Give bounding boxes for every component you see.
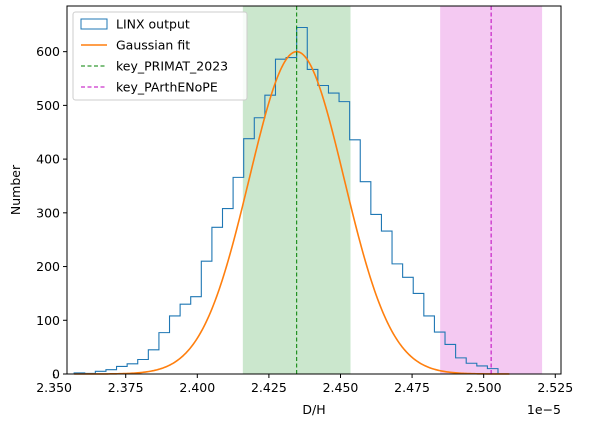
x-tick-label: 2.375 (108, 380, 144, 395)
legend-label: LINX output (116, 17, 190, 32)
y-axis: 0 100 200 300 400 500 600 (36, 44, 67, 382)
legend-box (72, 11, 248, 101)
x-axis-offset-label: 1e−5 (527, 402, 561, 417)
legend-label: Gaussian fit (116, 38, 190, 53)
y-tick-label: 600 (36, 44, 60, 59)
gaussian-fit-curve (74, 50, 510, 375)
y-tick-label: 100 (36, 313, 60, 328)
y-axis-label: Number (8, 164, 23, 215)
x-tick-label: 2.475 (394, 380, 430, 395)
x-axis: 2.350 2.375 2.400 2.425 2.450 2.475 2.500 2.525 (36, 374, 573, 395)
reference-lines-layer (296, 6, 492, 374)
y-tick-label: 400 (36, 152, 60, 167)
legend-label: key_PArthENoPE (116, 80, 218, 95)
x-tick-label: 2.525 (537, 380, 573, 395)
x-axis-label: D/H (302, 402, 325, 417)
plot-frame (66, 5, 562, 375)
x-tick-label: 2.400 (179, 380, 215, 395)
y-tick-label: 300 (36, 205, 60, 220)
legend: LINX output Gaussian fit key_PRIMAT_2023ke… (72, 11, 248, 101)
gaussian-fit-layer (74, 50, 510, 375)
y-tick-label: 200 (36, 259, 60, 274)
y-tick-label: 0 (52, 367, 60, 382)
x-tick-label: 2.425 (251, 380, 287, 395)
x-tick-label: 2.450 (323, 380, 359, 395)
y-tick-label: 500 (36, 98, 60, 113)
legend-swatch-histogram (80, 18, 108, 30)
legend-label: key_PRIMAT_2023 (116, 59, 228, 74)
x-tick-label: 2.350 (36, 380, 72, 395)
x-tick-label: 2.500 (466, 380, 502, 395)
